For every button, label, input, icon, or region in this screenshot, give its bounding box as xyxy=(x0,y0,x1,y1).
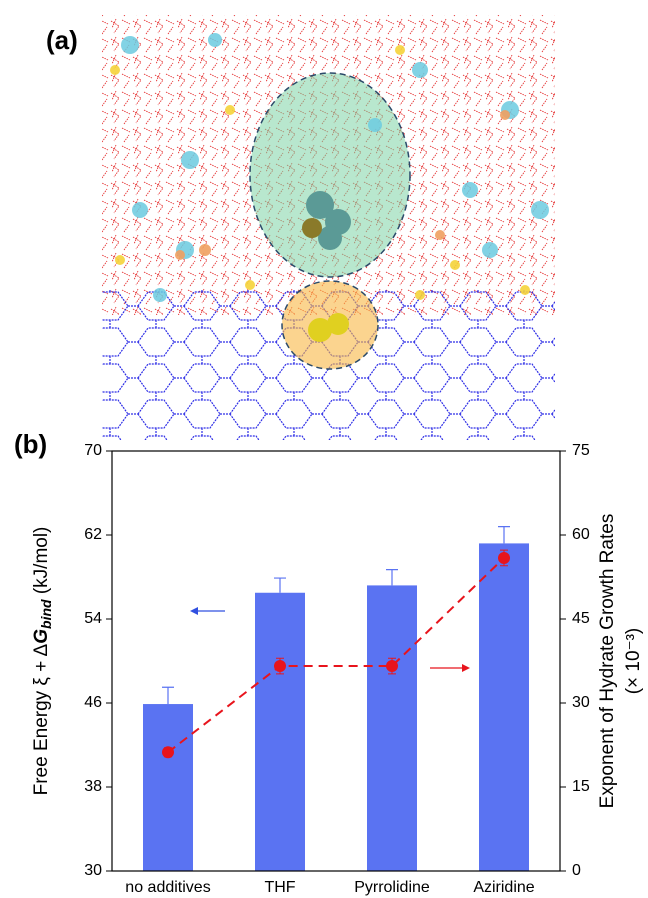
panel-label: (b) xyxy=(14,429,47,459)
point xyxy=(274,660,286,672)
figure: (a) (b) Free Energy ξ + ΔGbind (kJ/mol) … xyxy=(0,0,648,898)
y-tick-label: 30 xyxy=(84,862,102,879)
y-tick-label: 62 xyxy=(84,526,102,543)
label-part: (kJ/mol) xyxy=(31,527,52,600)
line xyxy=(168,558,504,752)
simulation-snapshot xyxy=(102,15,555,440)
error-bar xyxy=(386,570,398,586)
y2-tick-label: 45 xyxy=(572,610,590,627)
y2-tick-label: 60 xyxy=(572,526,590,543)
bar xyxy=(479,543,529,871)
bar xyxy=(367,585,417,871)
y-axis-label: Free Energy ξ + ΔGbind (kJ/mol) xyxy=(31,527,54,796)
y-tick-label: 70 xyxy=(84,442,102,459)
x-tick-label: THF xyxy=(264,879,295,896)
arrows xyxy=(190,607,470,672)
y-tick-label: 54 xyxy=(84,610,102,627)
x-tick-label: Pyrrolidine xyxy=(354,879,430,896)
bar xyxy=(255,593,305,871)
y2-tick-label: 30 xyxy=(572,694,590,711)
x-tick-label: no additives xyxy=(125,879,210,896)
point xyxy=(162,746,174,758)
y2-tick-label: 0 xyxy=(572,862,581,879)
y2-tick-label: 75 xyxy=(572,442,590,459)
bar xyxy=(143,704,193,871)
error-bar xyxy=(274,578,286,593)
error-bar xyxy=(498,527,510,544)
panel-label: (a) xyxy=(46,25,78,55)
y2-axis-label: Exponent of Hydrate Growth Rates xyxy=(597,514,618,809)
y2-tick-label: 15 xyxy=(572,778,590,795)
y-tick-label: 38 xyxy=(84,778,102,795)
label-part: bind xyxy=(38,599,54,629)
y2-axis-label: (× 10⁻³) xyxy=(623,628,644,695)
label-part: G xyxy=(31,629,52,644)
error-bar xyxy=(162,687,174,704)
point xyxy=(498,552,510,564)
x-tick-label: Aziridine xyxy=(473,879,534,896)
label-part: Free Energy ξ + Δ xyxy=(31,643,52,795)
page: (a) (b) Free Energy ξ + ΔGbind (kJ/mol) … xyxy=(0,0,648,898)
y-tick-label: 46 xyxy=(84,694,102,711)
point xyxy=(386,660,398,672)
